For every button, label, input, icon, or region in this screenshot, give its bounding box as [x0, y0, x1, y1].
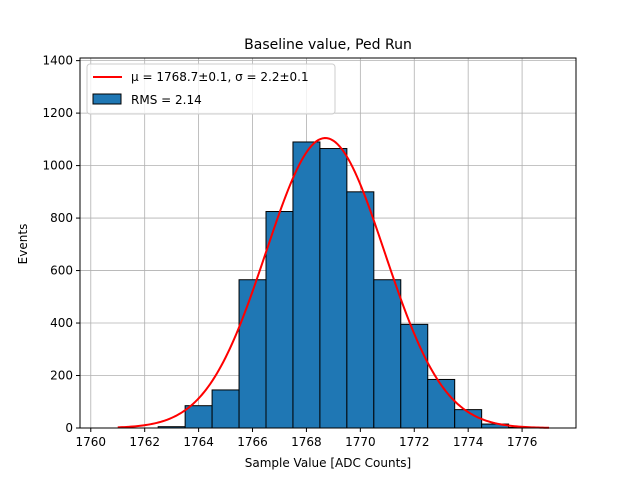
histogram-bar [346, 191, 375, 429]
x-tick-label: 1766 [237, 435, 268, 449]
plot-frame [79, 57, 577, 429]
y-tick-label: 600 [50, 264, 73, 278]
legend: μ = 1768.7±0.1, σ = 2.2±0.1 RMS = 2.14 [86, 63, 336, 115]
y-tick-label: 1200 [42, 106, 73, 120]
chart-title: Baseline value, Ped Run [244, 37, 412, 53]
gaussian-fit-curve [117, 137, 550, 429]
x-axis-label: Sample Value [ADC Counts] [245, 456, 411, 470]
x-tick-label: 1776 [507, 435, 538, 449]
legend-fit-label: μ = 1768.7±0.1, σ = 2.2±0.1 [131, 70, 309, 84]
x-tick-label: 1770 [345, 435, 376, 449]
y-tick-label: 1400 [42, 54, 73, 68]
y-tick-label: 400 [50, 316, 73, 330]
x-axis-ticks: 1760 1762 1764 1766 1768 1770 1772 1774 1776 [76, 428, 538, 449]
y-axis-ticks: 0 200 400 600 800 1000 1200 1400 [42, 54, 80, 435]
y-tick-label: 0 [65, 421, 73, 435]
y-tick-label: 1000 [42, 159, 73, 173]
x-tick-label: 1768 [291, 435, 322, 449]
histogram-bar [373, 279, 402, 429]
y-axis-label: Events [16, 224, 30, 265]
histogram-bar [265, 211, 294, 429]
x-tick-label: 1774 [453, 435, 484, 449]
histogram-bar [292, 141, 321, 429]
legend-histogram-label: RMS = 2.14 [131, 93, 202, 107]
histogram-bar [184, 405, 213, 429]
histogram-bar [400, 323, 429, 429]
histogram-bars [157, 141, 537, 429]
y-tick-label: 200 [50, 369, 73, 383]
histogram-bar [238, 279, 267, 429]
legend-box [86, 63, 336, 115]
x-tick-label: 1762 [129, 435, 160, 449]
histogram-bar [211, 389, 240, 429]
histogram-bar [319, 148, 348, 429]
x-tick-label: 1772 [399, 435, 430, 449]
x-tick-label: 1764 [183, 435, 214, 449]
y-tick-label: 800 [50, 211, 73, 225]
x-tick-label: 1760 [76, 435, 107, 449]
fit-curve-layer [117, 137, 550, 429]
legend-histogram-swatch [92, 93, 122, 105]
